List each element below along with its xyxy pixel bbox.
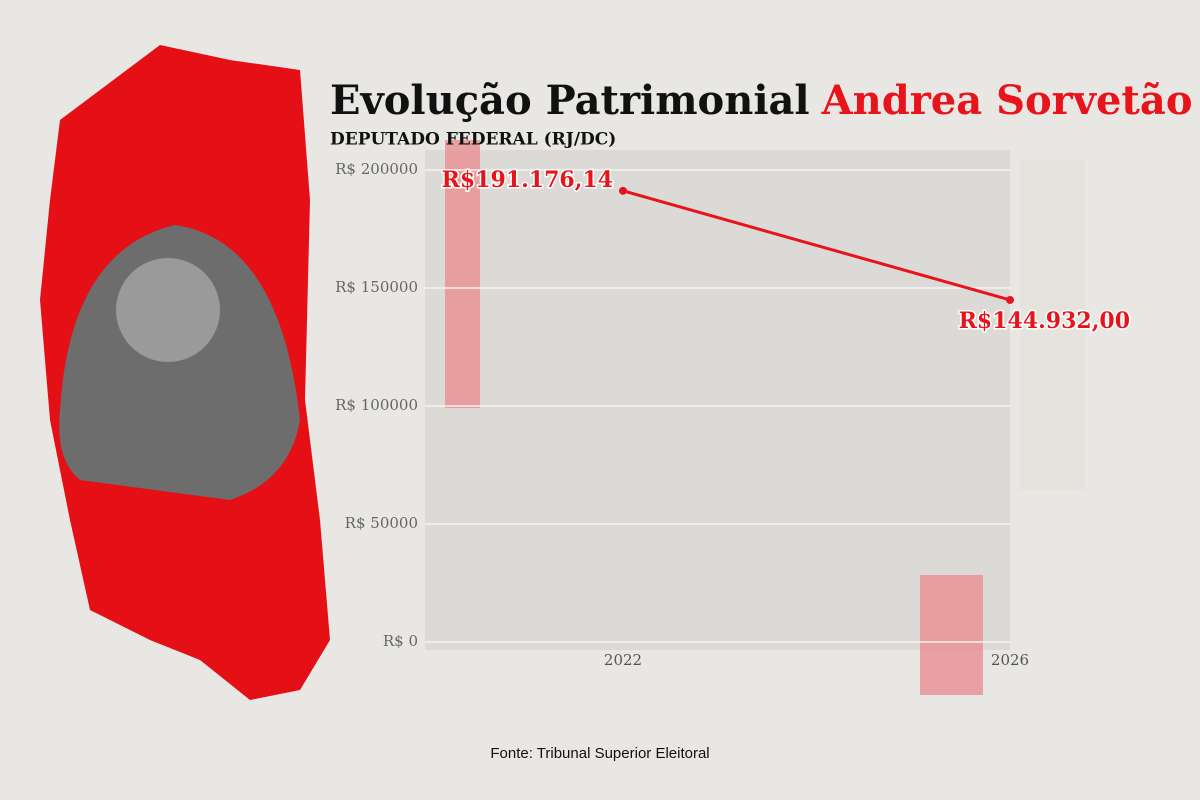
point bbox=[619, 186, 627, 195]
value-label: R$191.176,14 bbox=[442, 167, 613, 193]
source: Fonte: Tribunal Superior Eleitoral bbox=[490, 745, 709, 762]
paper-decoration bbox=[920, 575, 983, 695]
x-tick-label: 2022 bbox=[604, 651, 642, 669]
photo-face bbox=[116, 258, 220, 362]
y-tick-label: R$ 150000 bbox=[335, 278, 418, 296]
chart-title: Evolução Patrimonial bbox=[330, 77, 810, 124]
value-label: R$144.932,00 bbox=[959, 308, 1130, 334]
y-tick-label: R$ 100000 bbox=[335, 396, 418, 414]
paper-decoration bbox=[1020, 160, 1085, 490]
plot-background bbox=[425, 150, 1010, 650]
x-tick-label: 2026 bbox=[991, 651, 1029, 669]
chart-subtitle: DEPUTADO FEDERAL (RJ/DC) bbox=[330, 130, 616, 150]
y-tick-label: R$ 50000 bbox=[345, 514, 418, 532]
paper-decoration bbox=[445, 140, 480, 408]
line bbox=[622, 189, 1011, 302]
y-tick-label: R$ 200000 bbox=[335, 160, 418, 178]
point bbox=[1006, 295, 1014, 304]
y-tick-label: R$ 0 bbox=[383, 632, 418, 650]
title-highlight: Andrea Sorvetão bbox=[821, 77, 1193, 124]
